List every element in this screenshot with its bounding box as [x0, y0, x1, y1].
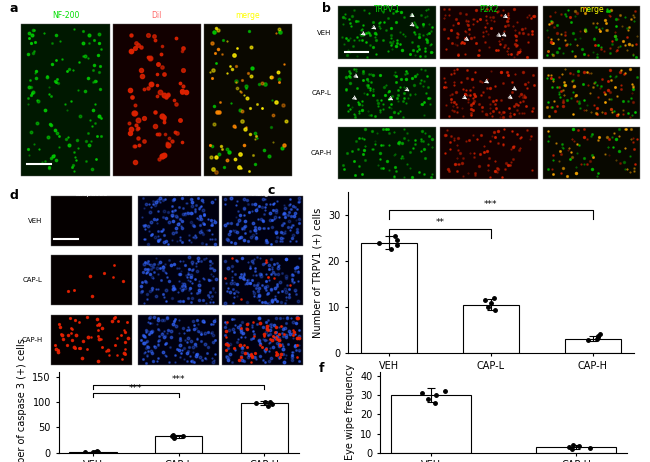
Bar	[441, 67, 538, 119]
Text: merge: merge	[236, 12, 260, 20]
Text: d: d	[10, 189, 18, 202]
Bar	[463, 305, 519, 353]
Bar	[441, 6, 538, 59]
Text: Caspase3: Caspase3	[75, 191, 109, 197]
Bar	[204, 24, 292, 176]
Y-axis label: Eye wipe frequency: Eye wipe frequency	[344, 365, 355, 460]
Text: NF-200: NF-200	[52, 12, 79, 20]
Bar	[222, 196, 302, 246]
Bar	[536, 447, 616, 453]
Text: VEH: VEH	[317, 30, 332, 36]
Bar	[21, 24, 110, 176]
Text: TRPV-1: TRPV-1	[374, 5, 400, 13]
Bar	[138, 315, 219, 365]
Bar	[339, 67, 436, 119]
Text: ***: ***	[172, 375, 185, 384]
Bar	[222, 315, 302, 365]
Text: Merge: Merge	[252, 191, 273, 197]
Bar	[241, 403, 288, 453]
Text: DiI: DiI	[151, 12, 162, 20]
Text: merge: merge	[579, 5, 604, 13]
Bar	[339, 6, 436, 59]
Text: **: **	[436, 219, 444, 227]
Bar	[112, 24, 201, 176]
Text: Hoechst: Hoechst	[164, 191, 192, 197]
Text: f: f	[318, 362, 324, 375]
Bar	[222, 255, 302, 305]
Text: ***: ***	[484, 200, 497, 209]
Y-axis label: Number of TRPV1 (+) cells: Number of TRPV1 (+) cells	[312, 207, 322, 338]
Bar	[138, 196, 219, 246]
Text: b: b	[322, 2, 331, 15]
Bar	[51, 196, 132, 246]
Text: P2X2: P2X2	[480, 5, 499, 13]
Text: CAP-H: CAP-H	[21, 337, 42, 342]
Bar	[543, 67, 640, 119]
Bar	[565, 339, 621, 353]
Bar	[543, 6, 640, 59]
Bar	[391, 395, 471, 453]
Bar	[70, 452, 116, 453]
Text: VEH: VEH	[28, 219, 42, 224]
Bar	[51, 255, 132, 305]
Bar	[138, 255, 219, 305]
Bar	[155, 436, 202, 453]
Text: CAP-H: CAP-H	[311, 150, 332, 156]
Text: ***: ***	[129, 383, 142, 393]
Text: CAP-L: CAP-L	[312, 90, 332, 96]
Text: a: a	[10, 2, 18, 15]
Text: c: c	[268, 183, 275, 197]
Bar	[339, 127, 436, 179]
Bar	[543, 127, 640, 179]
Bar	[441, 127, 538, 179]
Text: CAP-L: CAP-L	[23, 278, 42, 283]
Bar	[51, 315, 132, 365]
Bar	[361, 243, 417, 353]
Y-axis label: Number of caspase 3 (+) cells: Number of caspase 3 (+) cells	[17, 338, 27, 462]
